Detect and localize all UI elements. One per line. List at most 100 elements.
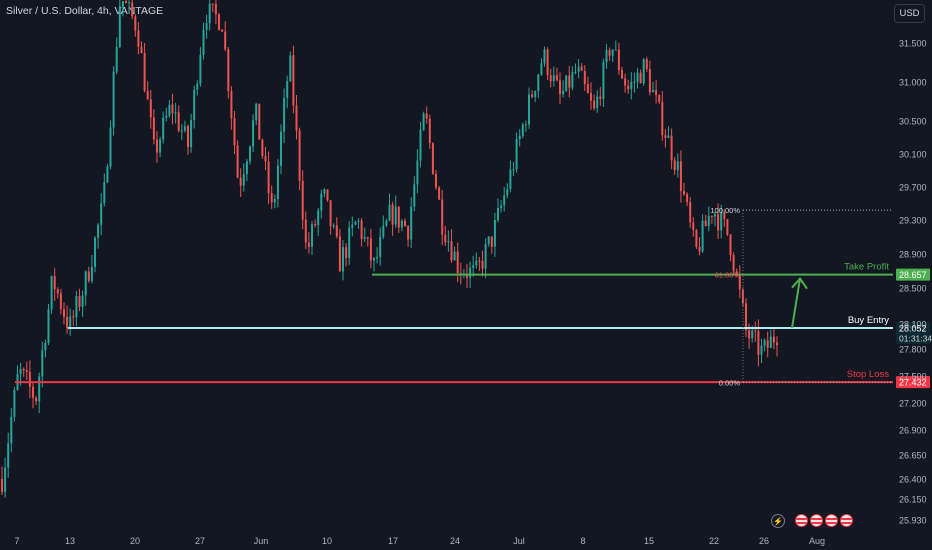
y-axis: 31.500 31.000 30.500 30.100 29.700 29.300 28.9… — [899, 39, 927, 526]
x-tick-label: 27 — [195, 536, 205, 546]
candle-body — [125, 1, 127, 4]
countdown-label: 01:31:34 — [899, 334, 932, 344]
price-label: 27.432 — [899, 378, 927, 388]
candle-body — [469, 267, 472, 278]
candle-body — [385, 220, 388, 226]
candle-body — [741, 289, 744, 304]
price-label: 28.052 — [899, 324, 927, 334]
candle-body — [193, 89, 196, 120]
y-tick-label: 29.700 — [899, 183, 927, 193]
candle-body — [735, 271, 738, 274]
us-flag-icon[interactable] — [810, 514, 823, 527]
y-tick-label: 27.500 — [899, 372, 927, 382]
candle-body — [518, 135, 521, 140]
y-tick-label: 31.500 — [899, 39, 927, 49]
lightning-icon[interactable]: ⚡ — [771, 514, 785, 528]
candle-body — [323, 189, 326, 194]
candle-body — [497, 207, 499, 220]
candle-body — [450, 241, 453, 261]
candle-body — [112, 71, 115, 128]
candle-body — [400, 220, 403, 228]
candle-body — [521, 124, 524, 136]
candle-body — [165, 115, 168, 118]
candle-body — [50, 276, 53, 310]
currency-button[interactable]: USD — [894, 4, 925, 23]
candle-body — [59, 293, 62, 310]
candle-body — [78, 296, 81, 307]
candle-body — [577, 66, 580, 72]
price-label-box — [896, 268, 930, 281]
candle-body — [286, 81, 289, 98]
candle-body — [633, 81, 636, 83]
candle-body — [549, 75, 552, 82]
y-tick-label: 26.400 — [899, 475, 927, 485]
candle-body — [87, 271, 90, 281]
candle-body — [745, 303, 747, 331]
candle-body — [772, 336, 775, 343]
candle-body — [410, 206, 413, 240]
candle-body — [10, 416, 13, 444]
x-tick-label: Jul — [513, 536, 525, 546]
candle-body — [512, 169, 515, 171]
candle-body — [208, 3, 211, 24]
candle-body — [416, 160, 419, 185]
candle-body — [624, 78, 627, 86]
candle-body — [366, 237, 369, 239]
candle-body — [66, 316, 69, 329]
candle-body — [38, 376, 41, 402]
candle-body — [146, 90, 149, 100]
candle-body — [258, 103, 261, 140]
candles-layer — [1, 0, 778, 498]
candle-body — [7, 443, 10, 468]
candle-body — [252, 120, 255, 147]
candle-body — [555, 75, 558, 81]
candle-body — [720, 212, 723, 231]
candle-body — [273, 199, 276, 203]
candle-body — [472, 265, 475, 268]
candle-body — [69, 316, 72, 329]
candle-body — [583, 70, 586, 85]
candle-body — [658, 95, 661, 102]
candle-body — [35, 397, 38, 402]
x-tick-label: Jun — [254, 536, 269, 546]
candle-body — [100, 203, 103, 225]
projection-arrowhead — [791, 277, 808, 290]
events-bar: ⚡ — [771, 514, 853, 530]
candle-body — [683, 191, 685, 195]
candle-body — [428, 118, 431, 144]
candle-body — [28, 371, 31, 387]
level-name: Buy Entry — [848, 315, 889, 326]
candle-body — [642, 59, 645, 84]
candle-body — [115, 46, 118, 72]
x-tick-label: 26 — [759, 536, 769, 546]
us-flag-icon[interactable] — [795, 514, 808, 527]
candle-body — [317, 210, 320, 226]
candle-body — [754, 330, 757, 332]
candle-body — [453, 251, 456, 261]
candle-body — [307, 242, 310, 247]
us-flag-icon[interactable] — [840, 514, 853, 527]
candle-body — [335, 225, 338, 237]
us-flag-icon[interactable] — [825, 514, 838, 527]
candle-body — [528, 94, 530, 125]
candle-body — [701, 220, 704, 252]
candle-body — [202, 29, 205, 55]
candle-body — [56, 289, 59, 294]
candle-body — [311, 224, 313, 247]
x-tick-label: 22 — [709, 536, 719, 546]
candle-body — [376, 256, 379, 259]
candle-body — [413, 184, 416, 207]
candle-body — [357, 220, 360, 222]
candle-body — [648, 69, 651, 93]
candle-body — [456, 251, 459, 274]
candle-body — [47, 309, 50, 343]
x-tick-label: 24 — [450, 536, 460, 546]
y-tick-label: 26.650 — [899, 451, 927, 461]
candle-body — [679, 161, 682, 192]
x-tick-label: 8 — [580, 536, 585, 546]
candle-body — [441, 199, 444, 235]
candle-body — [431, 143, 434, 174]
candle-body — [183, 126, 186, 131]
candle-body — [652, 90, 654, 93]
